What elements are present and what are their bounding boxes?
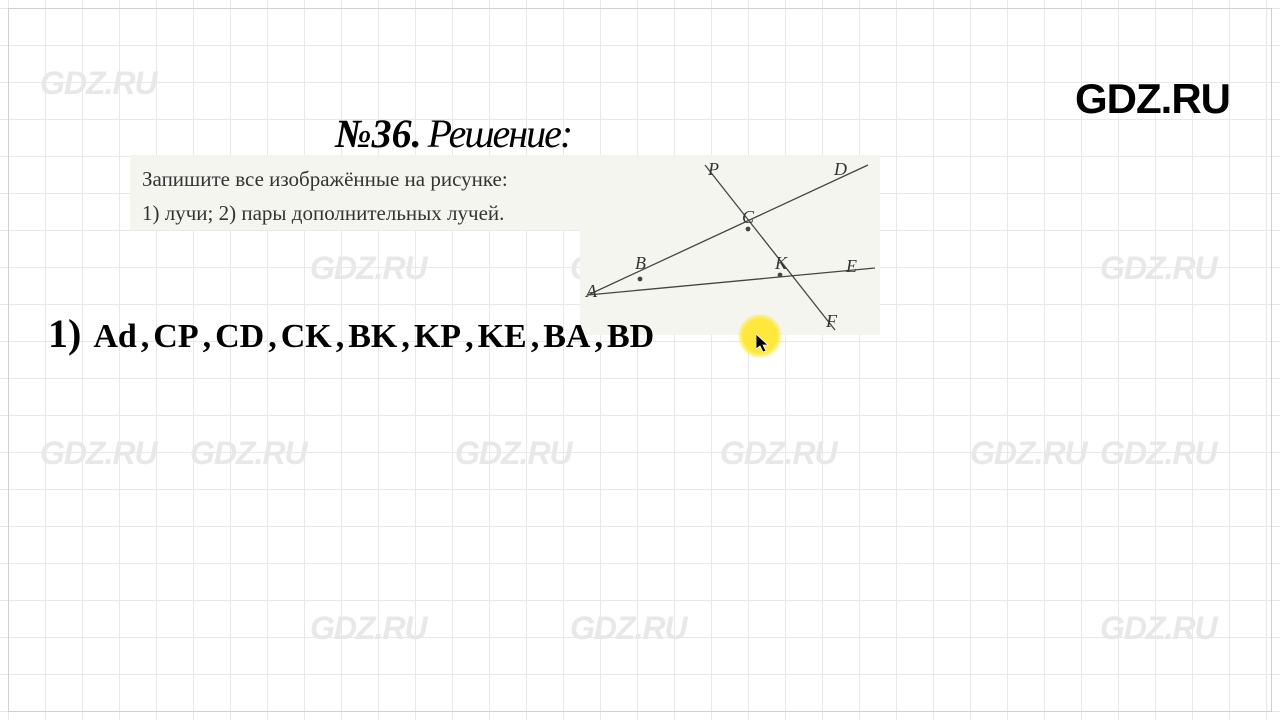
- answer-prefix: 1): [48, 310, 81, 357]
- answer-item: BA: [543, 318, 590, 355]
- svg-text:P: P: [707, 159, 719, 179]
- problem-statement: Запишите все изображённые на рисунке: 1)…: [130, 155, 580, 230]
- problem-line1: Запишите все изображённые на рисунке:: [142, 163, 568, 197]
- answer-item: KE: [478, 318, 527, 355]
- answer-separator: ,: [401, 318, 410, 355]
- answer-item: CD: [215, 318, 264, 355]
- diagram-svg: A B C D P K E F: [580, 155, 880, 335]
- svg-text:D: D: [833, 159, 847, 179]
- answer-item: BK: [348, 318, 397, 355]
- exercise-word: Решение:: [428, 110, 572, 157]
- answer-item: CK: [281, 318, 332, 355]
- answer-item: KP: [414, 318, 461, 355]
- answer-separator: ,: [336, 318, 345, 355]
- svg-text:K: K: [774, 253, 788, 273]
- site-logo: GDZ.RU: [1075, 75, 1230, 123]
- answer-item: Ad: [93, 318, 136, 355]
- answer-separator: ,: [203, 318, 212, 355]
- answer-item: BD: [607, 318, 654, 355]
- exercise-title: №36. Решение:: [335, 110, 571, 157]
- svg-text:C: C: [742, 207, 755, 227]
- answer-separator: ,: [141, 318, 150, 355]
- answer-items: Ad,CP,CD,CK,BK,KP,KE,BA,BD: [93, 318, 658, 356]
- answer-separator: ,: [594, 318, 603, 355]
- answer-item: CP: [153, 318, 198, 355]
- svg-text:A: A: [585, 281, 598, 301]
- answer-separator: ,: [268, 318, 277, 355]
- answer-line: 1) Ad,CP,CD,CK,BK,KP,KE,BA,BD: [48, 310, 658, 357]
- answer-separator: ,: [465, 318, 474, 355]
- svg-text:E: E: [845, 256, 857, 276]
- exercise-number: №36.: [335, 110, 422, 157]
- geometry-diagram: A B C D P K E F: [580, 155, 880, 335]
- svg-text:F: F: [825, 311, 838, 331]
- svg-text:B: B: [635, 253, 646, 273]
- answer-separator: ,: [531, 318, 540, 355]
- problem-line2: 1) лучи; 2) пары дополнительных лучей.: [142, 197, 568, 231]
